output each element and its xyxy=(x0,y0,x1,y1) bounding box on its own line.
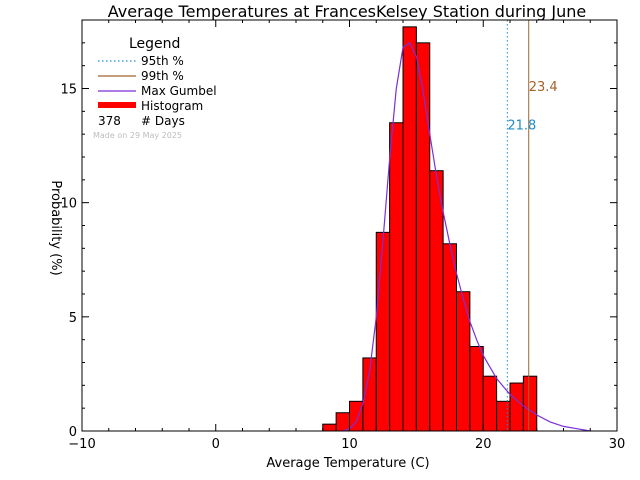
y-tick-label: 10 xyxy=(60,197,77,212)
legend-title: Legend xyxy=(129,36,180,52)
histogram-bar xyxy=(522,375,538,432)
p95-value-label: 21.8 xyxy=(507,119,536,134)
x-tick-label: −10 xyxy=(68,437,95,452)
gumbel-curve xyxy=(342,41,591,432)
legend-p95-label: 95th % xyxy=(141,54,184,68)
y-tick-label: 15 xyxy=(60,83,77,98)
histogram-bar xyxy=(509,382,524,432)
x-tick-label: 30 xyxy=(609,437,626,452)
y-tick-label: 5 xyxy=(69,311,77,326)
histogram-bar xyxy=(429,170,444,432)
legend: Legend 95th % 99th % Max Gumbel Histogra… xyxy=(93,36,217,140)
histogram-bar xyxy=(402,26,417,432)
histogram-bar xyxy=(322,423,337,432)
percentile-lines: 21.8 23.4 xyxy=(506,20,558,431)
histogram-bar xyxy=(442,243,457,432)
x-tick-label: 20 xyxy=(475,437,492,452)
legend-histogram-label: Histogram xyxy=(141,99,203,113)
histogram-bar xyxy=(469,346,484,432)
x-tick-label: 10 xyxy=(341,437,358,452)
chart-title: Average Temperatures at FrancesKelsey St… xyxy=(108,2,587,21)
legend-histogram-swatch xyxy=(98,102,136,108)
legend-days-count: 378 xyxy=(98,114,121,128)
histogram-bar xyxy=(389,122,404,432)
legend-gumbel-label: Max Gumbel xyxy=(141,84,217,98)
made-on-note: Made on 29 May 2025 xyxy=(93,131,182,140)
histogram-bar xyxy=(415,42,431,432)
x-tick-label: 0 xyxy=(212,437,220,452)
x-axis-label: Average Temperature (C) xyxy=(266,456,429,471)
legend-days-label: # Days xyxy=(141,114,185,128)
y-axis-label: Probability (%) xyxy=(48,180,63,275)
gumbel-curve-layer xyxy=(342,41,591,432)
y-axis-ticks: 0 5 10 15 xyxy=(60,42,617,440)
x-axis-ticks: −10 0 10 20 30 xyxy=(68,20,625,452)
histogram-bar xyxy=(496,400,511,432)
y-tick-label: 0 xyxy=(69,425,77,440)
p99-value-label: 23.4 xyxy=(529,80,558,95)
histogram-bar xyxy=(375,231,391,432)
histogram-bar xyxy=(335,412,350,432)
legend-p99-label: 99th % xyxy=(141,69,184,83)
histogram-bars xyxy=(322,26,538,432)
histogram-bar xyxy=(482,375,498,432)
